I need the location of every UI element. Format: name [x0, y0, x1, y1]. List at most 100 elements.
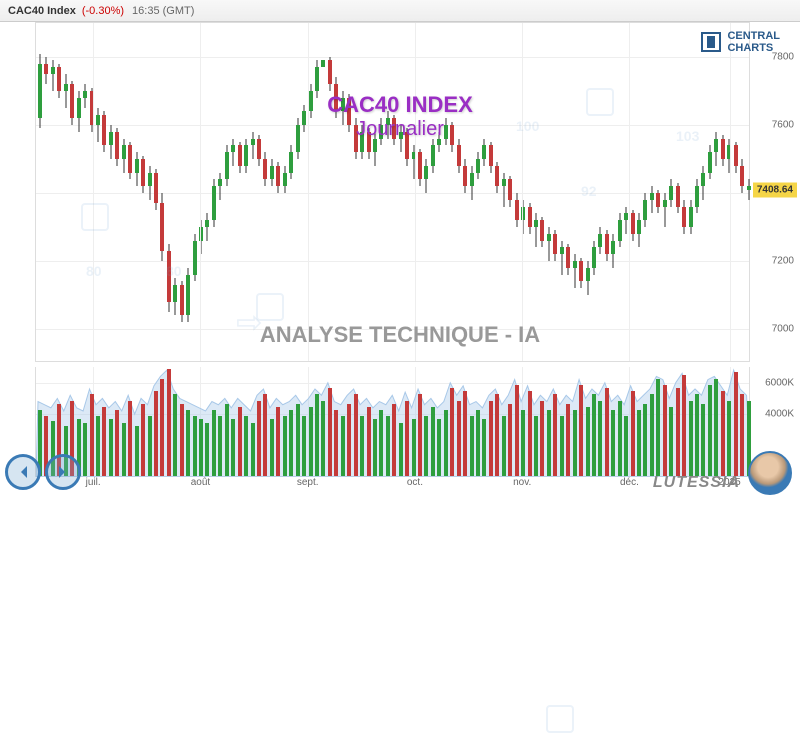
volume-bar — [656, 379, 660, 476]
vol-tick-label: 6000K — [765, 377, 794, 388]
current-price-tag: 7408.64 — [753, 183, 797, 198]
volume-bar — [180, 404, 184, 476]
x-tick-label: oct. — [407, 477, 423, 488]
volume-bar — [302, 416, 306, 476]
volume-bar — [592, 394, 596, 476]
volume-bar — [309, 407, 313, 476]
volume-bar — [379, 410, 383, 476]
volume-bar — [598, 401, 602, 476]
volume-bar — [631, 391, 635, 476]
volume-bar — [482, 419, 486, 476]
volume-bar — [540, 401, 544, 476]
price-panel[interactable]: 700072007400760078007408.64808010092103⇨ — [35, 22, 750, 362]
watermark-number: 80 — [166, 263, 182, 279]
analysis-title: ANALYSE TECHNIQUE - IA — [260, 322, 540, 348]
watermark-arrow-icon: ⇨ — [236, 303, 263, 341]
volume-bar — [515, 385, 519, 476]
watermark-number: 92 — [581, 183, 597, 199]
watermark-number: 100 — [516, 118, 539, 134]
volume-bar — [160, 379, 164, 476]
volume-bar — [521, 410, 525, 476]
volume-bar — [373, 419, 377, 476]
volume-bar — [489, 401, 493, 476]
volume-bar — [90, 394, 94, 476]
volume-bar — [173, 394, 177, 476]
volume-bar — [102, 407, 106, 476]
volume-bar — [399, 423, 403, 476]
volume-bar — [689, 401, 693, 476]
volume-bar — [96, 416, 100, 476]
x-tick-label: nov. — [513, 477, 531, 488]
watermark-number: 80 — [86, 263, 102, 279]
volume-bar — [457, 401, 461, 476]
volume-bar — [148, 416, 152, 476]
volume-bar — [405, 401, 409, 476]
volume-bar — [586, 407, 590, 476]
x-tick-label: sept. — [297, 477, 319, 488]
watermark-number: 103 — [676, 128, 699, 144]
volume-bar — [283, 416, 287, 476]
volume-bar — [296, 404, 300, 476]
volume-bar — [315, 394, 319, 476]
volume-bar — [135, 426, 139, 476]
volume-bar — [721, 391, 725, 476]
x-tick-label: août — [191, 477, 210, 488]
watermark-icon — [546, 705, 574, 733]
volume-bar — [547, 410, 551, 476]
chart-title: CAC40 INDEX — [327, 92, 472, 118]
volume-bar — [528, 391, 532, 476]
volume-bar — [238, 407, 242, 476]
volume-bar — [347, 404, 351, 476]
volume-bar — [508, 404, 512, 476]
volume-bar — [553, 394, 557, 476]
volume-bar — [328, 388, 332, 476]
instrument-name: CAC40 Index — [8, 5, 76, 17]
volume-bar — [257, 401, 261, 476]
volume-bar — [231, 419, 235, 476]
logo-text: CENTRALCHARTS — [727, 30, 780, 54]
volume-bar — [560, 416, 564, 476]
watermark-icon — [586, 88, 614, 116]
volume-bar — [463, 391, 467, 476]
nav-next-button[interactable] — [45, 454, 81, 490]
y-tick-label: 7200 — [772, 256, 794, 267]
volume-bar — [141, 404, 145, 476]
volume-bar — [244, 416, 248, 476]
volume-bar — [470, 416, 474, 476]
volume-bar — [412, 419, 416, 476]
chart-subtitle: Journalier — [356, 118, 444, 141]
volume-bar — [251, 423, 255, 476]
volume-bar — [502, 416, 506, 476]
volume-bar — [218, 416, 222, 476]
volume-bar — [495, 394, 499, 476]
volume-bar — [263, 394, 267, 476]
volume-bar — [663, 385, 667, 476]
volume-bar — [341, 416, 345, 476]
volume-bar — [701, 404, 705, 476]
nav-prev-button[interactable] — [5, 454, 41, 490]
volume-bar — [392, 404, 396, 476]
volume-panel[interactable]: juil.aoûtsept.oct.nov.déc.20254000K6000K — [35, 367, 750, 477]
volume-bar — [270, 419, 274, 476]
volume-bar — [444, 410, 448, 476]
volume-bar — [115, 410, 119, 476]
volume-bar — [734, 372, 738, 476]
volume-bar — [534, 416, 538, 476]
volume-bar — [334, 410, 338, 476]
x-tick-label: juil. — [86, 477, 101, 488]
volume-bar — [437, 419, 441, 476]
volume-bar — [109, 419, 113, 476]
volume-bar — [695, 394, 699, 476]
volume-bar — [83, 423, 87, 476]
chart-area: 700072007400760078007408.64808010092103⇨… — [0, 22, 800, 500]
volume-bar — [418, 394, 422, 476]
volume-bar — [740, 394, 744, 476]
volume-bar — [205, 423, 209, 476]
avatar-icon[interactable] — [748, 451, 792, 495]
volume-bar — [225, 404, 229, 476]
change-pct: (-0.30%) — [82, 5, 124, 17]
volume-bar — [650, 394, 654, 476]
y-tick-label: 7000 — [772, 324, 794, 335]
volume-bar — [424, 416, 428, 476]
brand-label: LUTESSIA — [653, 474, 740, 492]
